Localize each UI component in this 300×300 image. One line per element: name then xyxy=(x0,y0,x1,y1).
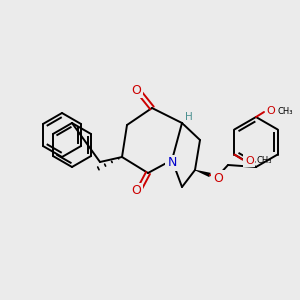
Text: O: O xyxy=(131,184,141,197)
Text: O: O xyxy=(245,155,254,166)
Polygon shape xyxy=(195,170,211,177)
Text: CH₃: CH₃ xyxy=(278,106,293,116)
Text: O: O xyxy=(213,172,223,184)
Text: CH₃: CH₃ xyxy=(256,156,272,165)
Text: O: O xyxy=(267,106,275,116)
Text: O: O xyxy=(131,83,141,97)
Text: N: N xyxy=(167,157,177,169)
Text: H: H xyxy=(185,112,193,122)
